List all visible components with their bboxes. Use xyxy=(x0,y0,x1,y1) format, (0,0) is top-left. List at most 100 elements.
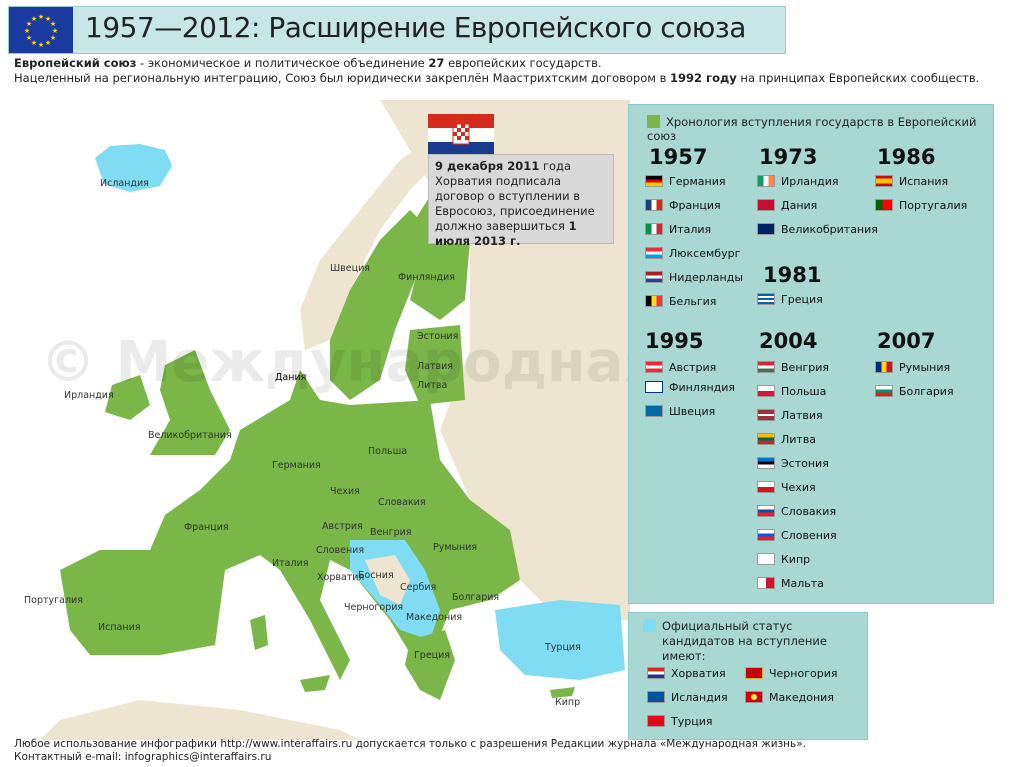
legend-country-france: Франция xyxy=(645,199,721,212)
croatia-note: 9 декабря 2011 года Хорватия подписала д… xyxy=(428,154,614,248)
legend-country-label: Ирландия xyxy=(781,175,839,188)
candidate-label: Турция xyxy=(671,715,713,728)
candidates-legend: Официальный статус кандидатов на вступле… xyxy=(628,612,868,740)
legend-country-label: Греция xyxy=(781,293,823,306)
cyprus-flag-icon xyxy=(757,553,775,565)
intro-line2: Нацеленный на региональную интеграцию, С… xyxy=(14,71,671,85)
legend-country-uk: Великобритания xyxy=(757,223,878,236)
intro-count: 27 xyxy=(428,56,445,70)
map-label-uk: Великобритания xyxy=(148,430,232,441)
ireland-shape xyxy=(105,375,150,420)
macedonia-flag-icon xyxy=(745,691,763,703)
candidate-macedonia: Македония xyxy=(745,691,834,704)
legend-country-hungary: Венгрия xyxy=(757,361,829,374)
legend-country-label: Чехия xyxy=(781,481,816,494)
legend-country-label: Латвия xyxy=(781,409,823,422)
legend-country-finland: Финляндия xyxy=(645,381,735,394)
legend-country-greece: Греция xyxy=(757,293,823,306)
legend-country-label: Швеция xyxy=(669,405,716,418)
croatia-small-flag-icon xyxy=(647,667,665,679)
legend-country-label: Словакия xyxy=(781,505,837,518)
year-1973: 1973 xyxy=(759,145,818,169)
hungary-flag-icon xyxy=(757,361,775,373)
footer-contact: Контактный e-mail: infographics@interaff… xyxy=(14,751,272,763)
intro-year: 1992 году xyxy=(670,71,737,85)
map-label-slovakia: Словакия xyxy=(378,497,426,508)
map-label-montenegro: Черногория xyxy=(344,602,404,613)
legend-country-label: Кипр xyxy=(781,553,811,566)
spain-flag-icon xyxy=(875,175,893,187)
greece-shape xyxy=(405,630,455,700)
legend-country-label: Литва xyxy=(781,433,817,446)
legend-country-ireland: Ирландия xyxy=(757,175,839,188)
netherlands-flag-icon xyxy=(645,271,663,283)
candidates-heading: Официальный статус кандидатов на вступле… xyxy=(643,619,867,664)
svg-text:★: ★ xyxy=(45,15,51,23)
year-1957: 1957 xyxy=(649,145,708,169)
legend-country-germany: Германия xyxy=(645,175,725,188)
legend-country-latvia: Латвия xyxy=(757,409,823,422)
map-label-estonia: Эстония xyxy=(417,331,459,342)
candidate-label: Исландия xyxy=(671,691,728,704)
candidate-label: Хорватия xyxy=(671,667,726,680)
denmark-flag-icon xyxy=(757,199,775,211)
legend-country-label: Бельгия xyxy=(669,295,717,308)
sweden-shape xyxy=(330,210,430,400)
north-africa xyxy=(40,700,360,740)
map-label-ireland: Ирландия xyxy=(64,390,114,401)
legend-country-label: Дания xyxy=(781,199,818,212)
map-label-croatia: Хорватия xyxy=(317,572,365,583)
map-label-germany: Германия xyxy=(272,460,321,471)
svg-text:★: ★ xyxy=(38,41,44,49)
iceland-shape xyxy=(95,144,172,192)
svg-text:★: ★ xyxy=(26,34,32,42)
map-label-finland: Финляндия xyxy=(398,272,456,283)
legend-country-cyprus: Кипр xyxy=(757,553,810,566)
map-label-italy: Италия xyxy=(272,558,309,569)
svg-text:★: ★ xyxy=(26,20,32,28)
romania-flag-icon xyxy=(875,361,893,373)
legend-country-estonia: Эстония xyxy=(757,457,829,470)
year-2004: 2004 xyxy=(759,329,818,353)
croatia-note-text: года Хорватия подписала договор о вступл… xyxy=(435,159,595,233)
czech-flag-icon xyxy=(757,481,775,493)
legend-country-poland: Польша xyxy=(757,385,826,398)
belgium-flag-icon xyxy=(645,295,663,307)
norway-shape xyxy=(300,140,440,350)
legend-country-malta: Мальта xyxy=(757,577,824,590)
iceland-flag-icon xyxy=(647,691,665,703)
sardinia-shape xyxy=(250,615,268,650)
svg-text:★: ★ xyxy=(45,39,51,47)
year-1981: 1981 xyxy=(763,263,822,287)
map-label-latvia: Латвия xyxy=(417,361,453,372)
intro-desc: - экономическое и политическое объединен… xyxy=(136,56,429,70)
slovenia-flag-icon xyxy=(757,529,775,541)
portugal-flag-icon xyxy=(875,199,893,211)
candidate-iceland: Исландия xyxy=(647,691,728,704)
sweden-flag-icon xyxy=(645,405,663,417)
candidate-croatia: Хорватия xyxy=(647,667,726,680)
bulgaria-flag-icon xyxy=(875,385,893,397)
legend-country-label: Франция xyxy=(669,199,721,212)
legend-country-luxembourg: Люксембург xyxy=(645,247,740,260)
map-label-greece: Греция xyxy=(414,650,451,661)
map-label-austria: Австрия xyxy=(322,521,363,532)
intro-eu-name: Европейский союз xyxy=(14,56,137,70)
map-label-serbia: Сербия xyxy=(400,582,437,593)
lithuania-flag-icon xyxy=(757,433,775,445)
header-banner: ★ ★ ★ ★ ★ ★ ★ ★ ★ ★ ★ ★ 1957—2012: Расширение Ев… xyxy=(8,6,786,54)
finland-flag-icon xyxy=(645,381,663,393)
legend-country-label: Германия xyxy=(669,175,726,188)
legend-country-label: Финляндия xyxy=(669,381,736,394)
slovakia-flag-icon xyxy=(757,505,775,517)
year-2007: 2007 xyxy=(877,329,936,353)
footer-copyright: Любое использование инфографики http://w… xyxy=(14,738,806,750)
croatia-note-date2: 1 июля 2013 г. xyxy=(435,219,577,248)
montenegro-flag-icon xyxy=(745,667,763,679)
legend-country-label: Румыния xyxy=(899,361,951,374)
map-label-slovenia: Словения xyxy=(316,545,365,556)
turkey-shape xyxy=(495,600,625,680)
map-label-bulgaria: Болгария xyxy=(452,592,500,603)
legend-country-label: Эстония xyxy=(781,457,829,470)
svg-text:★: ★ xyxy=(52,27,58,35)
